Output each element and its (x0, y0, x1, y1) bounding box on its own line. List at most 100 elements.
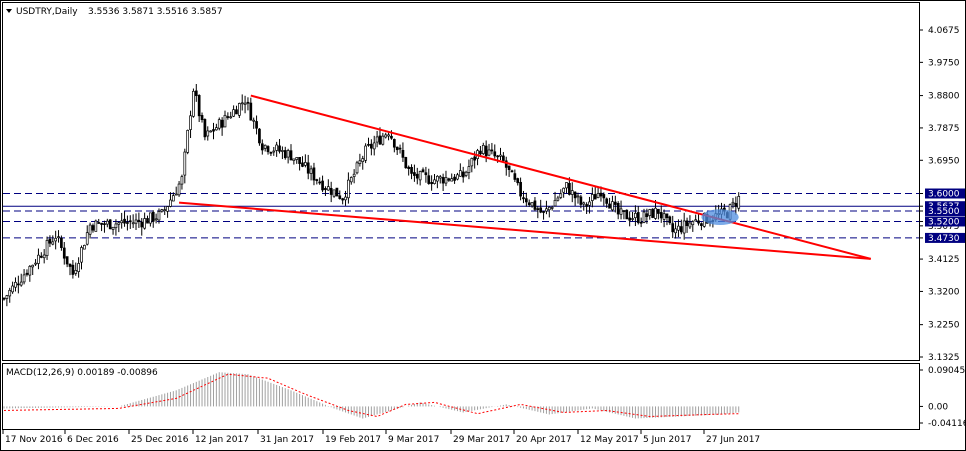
candle-body (203, 119, 207, 138)
candle-body (453, 176, 456, 181)
candle-body (536, 208, 540, 210)
time-tick-label: 20 Apr 2017 (516, 435, 572, 445)
candle-body (636, 212, 640, 223)
time-tick-label: 17 Nov 2016 (5, 435, 63, 445)
candle-body (283, 150, 287, 159)
candle-body (51, 241, 55, 245)
candle-body (206, 130, 210, 137)
candle-body (338, 195, 342, 199)
candle-body (292, 158, 296, 161)
price-tag-label: 3.5200 (928, 217, 960, 227)
candle-body (166, 206, 169, 212)
candle-body (100, 222, 103, 225)
candle-body (298, 156, 301, 164)
candle-body (183, 151, 187, 176)
candle-body (229, 116, 233, 119)
candle-body (312, 167, 316, 181)
price-tag-label: 3.6000 (928, 190, 960, 200)
candle-body (272, 150, 276, 153)
candle-body (731, 201, 735, 205)
candle-body (737, 196, 741, 209)
candle-body (126, 222, 129, 224)
symbol-label: USDTRY,Daily (16, 7, 78, 17)
candle-body (662, 213, 666, 220)
candle-body (375, 136, 379, 143)
candle-body (212, 129, 215, 132)
candle-body (524, 198, 528, 203)
candle-body (91, 225, 95, 231)
candle-body (487, 149, 491, 156)
candle-body (5, 295, 9, 299)
candle-body (111, 226, 115, 230)
candle-body (14, 281, 17, 288)
candle-body (289, 150, 293, 161)
candle-body (392, 139, 396, 148)
candle-body (31, 264, 35, 268)
candle-body (103, 223, 106, 225)
candle-body (734, 203, 738, 207)
candle-body (700, 223, 703, 226)
candle-body (108, 219, 112, 230)
trendlines (178, 94, 871, 260)
price-tick-label: 3.2250 (928, 321, 960, 331)
candle-body (189, 115, 192, 130)
candle-body (355, 162, 359, 174)
candle-body (174, 193, 178, 196)
candle-body (180, 176, 184, 185)
candle-body (430, 182, 433, 185)
candle-body (275, 144, 278, 151)
candle-body (177, 183, 181, 196)
candle-body (255, 121, 258, 129)
candles (2, 83, 741, 307)
time-tick-label: 12 Jan 2017 (195, 435, 249, 445)
candle-body (364, 145, 367, 161)
macd-tick-label: 0.00 (928, 402, 948, 412)
price-tick-label: 3.5075 (928, 222, 960, 232)
candle-body (674, 228, 677, 234)
trendline[interactable] (250, 94, 871, 260)
candle-body (258, 128, 261, 144)
candle-body (209, 130, 212, 133)
macd-pane-frame (2, 363, 920, 430)
candle-body (390, 135, 393, 139)
candle-body (160, 209, 164, 212)
candle-body (593, 194, 597, 200)
trendline[interactable] (178, 201, 871, 260)
candle-body (88, 224, 92, 235)
candle-body (237, 103, 241, 116)
candle-body (349, 177, 353, 183)
candle-body (269, 152, 273, 154)
price-tag (925, 232, 965, 243)
candle-body (499, 154, 502, 157)
candle-body (659, 212, 663, 219)
candle-body (648, 209, 652, 216)
candle-body (573, 191, 577, 199)
candle-body (441, 177, 445, 184)
candle-body (157, 211, 161, 221)
candle-body (665, 213, 669, 219)
candle-body (146, 218, 149, 224)
candle-body (220, 119, 224, 128)
macd-label: MACD(12,26,9) 0.00189 -0.00896 (6, 368, 158, 378)
candle-body (565, 182, 568, 189)
candle-body (54, 237, 58, 242)
candle-body (608, 203, 611, 209)
candle-body (22, 274, 26, 283)
candle-body (140, 221, 144, 228)
candle-body (332, 189, 336, 197)
price-tag (925, 216, 965, 227)
candle-body (17, 283, 20, 286)
candle-body (533, 200, 537, 210)
candle-body (358, 160, 362, 164)
candle-body (502, 155, 505, 161)
candle-body (642, 211, 646, 223)
candle-body (404, 157, 408, 169)
price-tick-label: 3.4125 (928, 255, 960, 265)
candle-body (588, 201, 591, 206)
candle-body (42, 254, 46, 259)
dropdown-triangle-icon[interactable] (6, 9, 12, 13)
candle-body (194, 90, 198, 97)
